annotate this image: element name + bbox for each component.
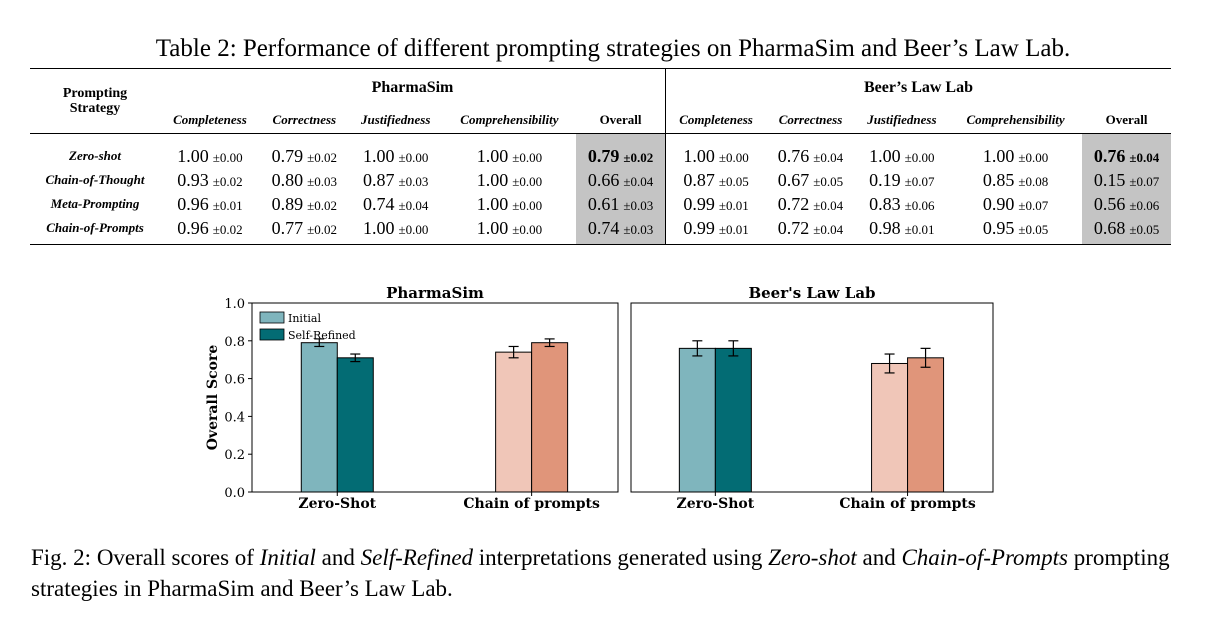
table-cell: 0.98 ±0.01 (869, 217, 935, 238)
metric-header: Correctness (272, 112, 337, 127)
table-cell: 0.66 ±0.04 (576, 168, 666, 192)
table-cell: 0.93 ±0.02 (177, 169, 243, 190)
table-row: Chain-of-Thought 0.93 ±0.02 0.80 ±0.03 0.87… (30, 168, 1171, 192)
strategy-header: Prompting Strategy (62, 86, 128, 116)
metric-header: Overall (1105, 112, 1148, 127)
table-cell: 0.80 ±0.03 (271, 169, 337, 190)
row-label: Chain-of-Thought (45, 172, 145, 187)
results-table: Prompting Strategy PharmaSim Beer’s Law L… (30, 68, 1171, 245)
y-tick-label: 0.6 (224, 373, 245, 388)
row-label: Zero-shot (69, 148, 121, 163)
table-cell: 1.00 ±0.00 (476, 193, 543, 214)
table-cell: 0.72 ±0.04 (777, 217, 844, 238)
table-cell: 0.79 ±0.02 (271, 145, 337, 166)
table-cell: 0.90 ±0.07 (982, 193, 1049, 214)
table-cell: 0.61 ±0.03 (576, 192, 666, 216)
group-header-beers-law-lab: Beer’s Law Lab (664, 68, 1171, 107)
table-cell: 0.72 ±0.04 (777, 193, 844, 214)
table-cell: 1.00 ±0.00 (664, 133, 767, 168)
metric-header: Justifiedness (361, 112, 431, 127)
metric-header: Completeness (173, 112, 247, 127)
table-cell: 0.76 ±0.04 (1082, 133, 1171, 168)
panel-title: PharmaSim (386, 284, 484, 302)
bar-initial (871, 362, 909, 493)
metric-header: Justifiedness (867, 112, 937, 127)
table-cell: 0.67 ±0.05 (777, 169, 844, 190)
table-cell: 0.99 ±0.01 (664, 192, 767, 216)
y-tick-label: 0.4 (224, 410, 245, 425)
bar-self-refined (531, 342, 569, 493)
table-cell: 0.74 ±0.03 (576, 216, 666, 245)
overall-score-chart: Overall Score 0.0 0.2 0.4 0.6 0.8 1.0 PharmaSim… (205, 284, 994, 512)
table-cell: 0.85 ±0.08 (982, 169, 1049, 190)
x-tick-label: Chain of prompts (839, 496, 976, 512)
y-tick-label: 0.2 (224, 448, 245, 463)
table-row: Meta-Prompting 0.96 ±0.01 0.89 ±0.02 0.74 ±… (30, 192, 1171, 216)
bar-initial (678, 347, 716, 493)
legend-label: Initial (288, 312, 321, 325)
table-row: Chain-of-Prompts 0.96 ±0.02 0.77 ±0.02 1.00… (30, 216, 1171, 245)
x-tick-label: Zero-Shot (298, 496, 376, 512)
bar-initial (495, 351, 533, 493)
panel-title: Beer's Law Lab (748, 284, 875, 302)
table-cell: 0.76 ±0.04 (777, 145, 844, 166)
plot-frame (251, 302, 619, 493)
y-tick-label: 1.0 (224, 297, 245, 312)
table-caption: Table 2: Performance of different prompt… (155, 35, 1071, 62)
row-label: Meta-Prompting (50, 196, 140, 211)
metric-header: Overall (599, 112, 642, 127)
table-cell: 1.00 ±0.00 (363, 145, 429, 166)
table-cell: 1.00 ±0.00 (869, 145, 935, 166)
figure-caption: Fig. 2: Overall scores of Initial and Se… (31, 545, 1170, 601)
metric-header: Completeness (664, 107, 767, 134)
plot-frame (630, 302, 994, 493)
metric-header: Comprehensibility (966, 112, 1065, 127)
table-cell: 1.00 ±0.00 (476, 169, 543, 190)
table-cell: 0.87 ±0.05 (664, 168, 767, 192)
bar-initial (300, 342, 338, 493)
bar-self-refined (714, 347, 752, 493)
table-cell: 0.96 ±0.01 (177, 193, 243, 214)
table-cell: 0.96 ±0.02 (177, 217, 243, 238)
metric-header: Comprehensibility (460, 112, 559, 127)
legend-swatch (259, 328, 285, 341)
table-cell: 1.00 ±0.00 (982, 145, 1049, 166)
legend-swatch (259, 311, 285, 324)
y-tick-label: 0.0 (224, 486, 245, 501)
y-tick-label: 0.8 (224, 335, 245, 350)
y-axis-label: Overall Score (205, 345, 221, 451)
table-cell: 0.77 ±0.02 (271, 217, 337, 238)
bar-self-refined (907, 357, 945, 493)
table-cell: 1.00 ±0.00 (476, 217, 543, 238)
table-cell: 1.00 ±0.00 (476, 145, 543, 166)
row-label: Chain-of-Prompts (46, 220, 144, 235)
metric-header: Correctness (778, 112, 843, 127)
table-cell: 0.19 ±0.07 (869, 169, 935, 190)
table-cell: 0.68 ±0.05 (1082, 216, 1171, 245)
x-tick-label: Chain of prompts (463, 496, 600, 512)
x-tick-label: Zero-Shot (676, 496, 754, 512)
table-cell: 0.99 ±0.01 (664, 216, 767, 245)
legend-label: Self-Refined (288, 329, 356, 342)
table-cell: 0.89 ±0.02 (271, 193, 337, 214)
table-cell: 1.00 ±0.00 (363, 217, 429, 238)
table-cell: 0.83 ±0.06 (869, 193, 935, 214)
table-cell: 0.74 ±0.04 (363, 193, 429, 214)
table-row: Zero-shot 1.00 ±0.00 0.79 ±0.02 1.00 ±0.00 1… (30, 133, 1171, 168)
table-cell: 0.56 ±0.06 (1082, 192, 1171, 216)
bar-self-refined (336, 357, 374, 493)
table-cell: 0.87 ±0.03 (363, 169, 429, 190)
table-cell: 1.00 ±0.00 (177, 145, 243, 166)
table-cell: 0.15 ±0.07 (1082, 168, 1171, 192)
table-cell: 0.95 ±0.05 (982, 217, 1049, 238)
table-cell: 0.79 ±0.02 (576, 133, 666, 168)
group-header-pharmasim: PharmaSim (371, 79, 454, 96)
